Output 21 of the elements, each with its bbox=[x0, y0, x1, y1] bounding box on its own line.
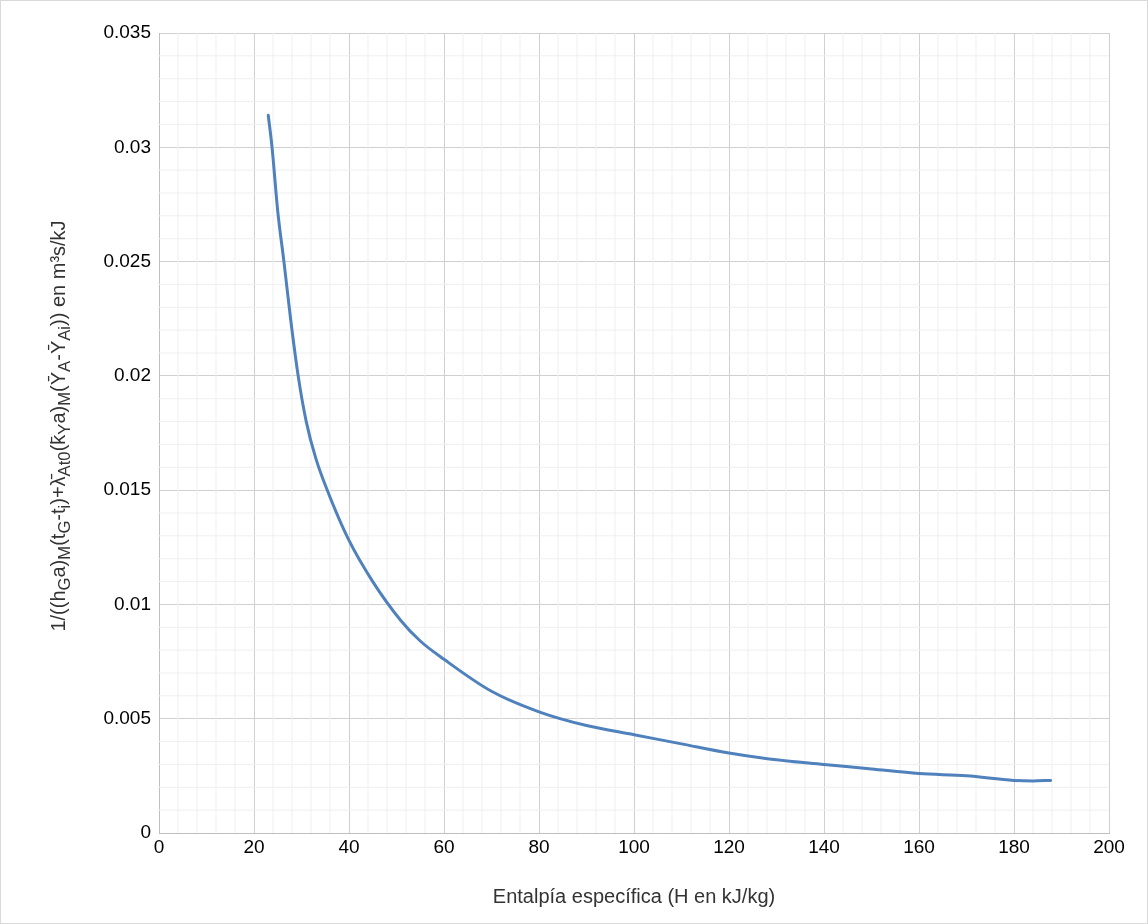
y-tick-label: 0 bbox=[140, 821, 151, 843]
y-tick-label: 0.015 bbox=[103, 478, 151, 500]
y-tick-label: 0.005 bbox=[103, 706, 151, 728]
y-tick-label: 0.035 bbox=[103, 21, 151, 43]
line-series bbox=[266, 113, 1053, 783]
y-tick-label: 0.03 bbox=[114, 135, 151, 157]
x-tick-label: 140 bbox=[808, 835, 840, 857]
x-tick-label: 200 bbox=[1093, 835, 1125, 857]
x-tick-label: 120 bbox=[713, 835, 745, 857]
x-tick-label: 20 bbox=[243, 835, 265, 857]
x-tick-label: 40 bbox=[338, 835, 360, 857]
x-tick-label: 0 bbox=[153, 835, 165, 857]
x-tick-label: 60 bbox=[433, 835, 455, 857]
y-tick-label: 0.01 bbox=[114, 592, 151, 614]
x-tick-label: 100 bbox=[618, 835, 650, 857]
x-tick-label: 80 bbox=[528, 835, 550, 857]
y-tick-label: 0.02 bbox=[114, 364, 151, 386]
x-tick-label: 160 bbox=[903, 835, 935, 857]
x-axis-title: Entalpía específica (H en kJ/kg) bbox=[492, 884, 776, 907]
y-tick-label: 0.025 bbox=[103, 249, 151, 271]
x-tick-label: 180 bbox=[998, 835, 1030, 857]
